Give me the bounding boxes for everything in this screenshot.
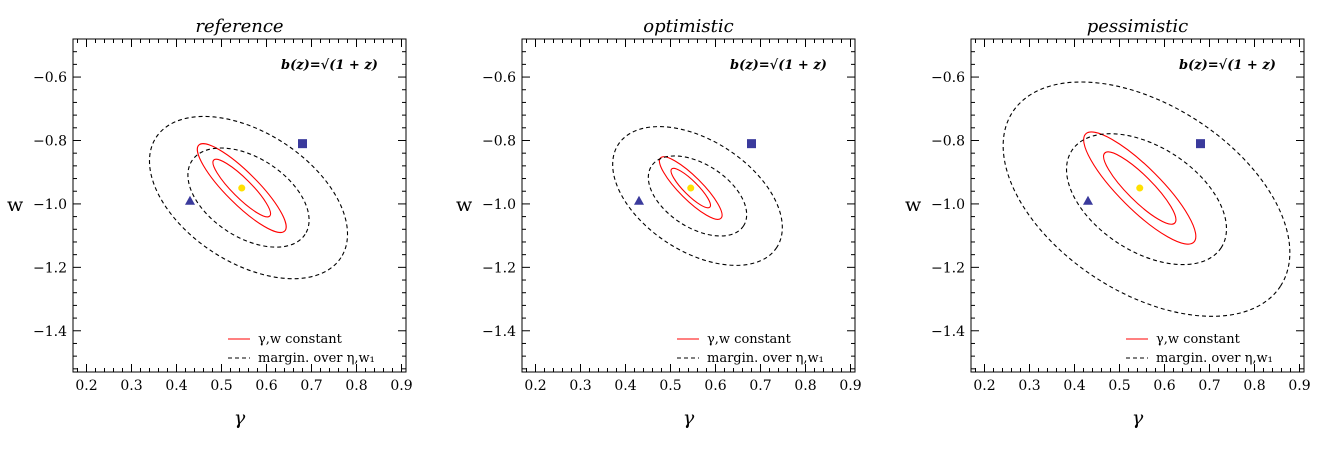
legend-label-marginalized: margin. over η,w₁ — [707, 351, 824, 366]
y-tick-label: −1.0 — [931, 197, 965, 213]
x-tick-label: 0.8 — [1243, 378, 1265, 394]
marginalized-contour — [148, 115, 349, 280]
x-axis-label: γ — [683, 407, 695, 429]
plot-frame — [970, 38, 1305, 373]
x-tick-label: 0.5 — [659, 378, 681, 394]
constant-contour — [670, 167, 712, 209]
fiducial-point — [1136, 184, 1144, 192]
chart-title: pessimistic — [1087, 16, 1189, 37]
bias-formula: b(z)=√(1 + z) — [1179, 58, 1276, 73]
x-tick-label: 0.4 — [165, 378, 187, 394]
triangle-marker — [634, 195, 644, 205]
x-tick-label: 0.4 — [1063, 378, 1085, 394]
y-tick-label: −0.6 — [931, 70, 965, 86]
square-marker — [1196, 139, 1205, 149]
y-tick-label: −1.2 — [33, 260, 67, 276]
constant-contour — [212, 158, 272, 218]
y-axis-label: w — [7, 194, 24, 216]
x-tick-label: 0.4 — [614, 378, 636, 394]
x-tick-label: 0.6 — [255, 378, 277, 394]
constant-contour — [1103, 151, 1177, 225]
y-tick-label: −1.2 — [482, 260, 516, 276]
x-tick-label: 0.3 — [1018, 378, 1040, 394]
x-tick-label: 0.3 — [569, 378, 591, 394]
bias-formula: b(z)=√(1 + z) — [281, 58, 378, 73]
legend-label-constant: γ,w constant — [258, 332, 343, 347]
x-tick-label: 0.2 — [524, 378, 546, 394]
constant-contour — [658, 156, 723, 220]
legend-label-constant: γ,w constant — [1156, 332, 1241, 347]
x-axis-label: γ — [234, 407, 246, 429]
chart-panel-pessimistic: pessimistic 0.2 0.3 0.4 0.5 0.6 0.7 0.8 0.9 −0.6 −… — [905, 16, 1311, 429]
x-tick-label: 0.5 — [1108, 378, 1130, 394]
y-axis-label: w — [456, 194, 473, 216]
y-tick-label: −1.0 — [482, 197, 516, 213]
x-tick-label: 0.8 — [794, 378, 816, 394]
x-axis-label: γ — [1132, 407, 1144, 429]
y-tick-label: −0.8 — [931, 133, 965, 149]
triangle-marker — [1083, 195, 1093, 205]
y-tick-label: −1.4 — [33, 324, 67, 340]
fiducial-point — [238, 184, 246, 192]
chart-panel-reference: reference 0.2 0.3 0.4 0.5 0.6 0.7 0.8 0.9 −0.6 −0.… — [7, 16, 413, 429]
fiducial-point — [687, 184, 695, 192]
x-tick-label: 0.7 — [1198, 378, 1220, 394]
y-tick-label: −0.8 — [33, 133, 67, 149]
bias-formula: b(z)=√(1 + z) — [730, 58, 827, 73]
chart-panel-optimistic: optimistic 0.2 0.3 0.4 0.5 0.6 0.7 0.8 0.9 −0.6 −0… — [456, 16, 862, 429]
y-tick-label: −1.4 — [931, 324, 965, 340]
marginalized-contour — [1002, 81, 1291, 317]
marginalized-contour — [647, 155, 748, 237]
plot-frame — [72, 38, 407, 373]
x-tick-label: 0.9 — [1288, 378, 1310, 394]
legend-label-constant: γ,w constant — [707, 332, 792, 347]
y-tick-label: −1.2 — [931, 260, 965, 276]
y-tick-label: −1.0 — [33, 197, 67, 213]
constant-contour — [1083, 131, 1197, 245]
y-tick-label: −0.8 — [482, 133, 516, 149]
legend-label-marginalized: margin. over η,w₁ — [1156, 351, 1273, 366]
x-tick-label: 0.6 — [1153, 378, 1175, 394]
y-tick-label: −0.6 — [33, 70, 67, 86]
x-tick-label: 0.9 — [390, 378, 412, 394]
x-tick-label: 0.6 — [704, 378, 726, 394]
x-tick-label: 0.3 — [120, 378, 142, 394]
square-marker — [747, 139, 756, 149]
y-tick-label: −1.4 — [482, 324, 516, 340]
chart-title: optimistic — [643, 16, 733, 37]
square-marker — [298, 139, 307, 149]
plot-frame — [521, 38, 856, 373]
marginalized-contour — [187, 147, 310, 248]
x-tick-label: 0.9 — [839, 378, 861, 394]
marginalized-contour — [1065, 133, 1228, 266]
x-tick-label: 0.2 — [973, 378, 995, 394]
constant-contour — [196, 143, 287, 234]
x-tick-label: 0.7 — [300, 378, 322, 394]
x-tick-label: 0.7 — [749, 378, 771, 394]
y-tick-label: −0.6 — [482, 70, 516, 86]
legend-label-marginalized: margin. over η,w₁ — [258, 351, 375, 366]
chart-title: reference — [195, 16, 283, 37]
x-tick-label: 0.5 — [210, 378, 232, 394]
triangle-marker — [185, 195, 195, 205]
x-tick-label: 0.2 — [75, 378, 97, 394]
x-tick-label: 0.8 — [345, 378, 367, 394]
marginalized-contour — [612, 126, 783, 266]
y-axis-label: w — [905, 194, 922, 216]
